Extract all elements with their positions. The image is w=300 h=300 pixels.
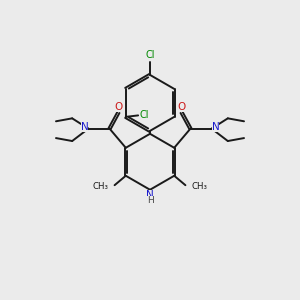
Text: O: O bbox=[178, 103, 186, 112]
Text: N: N bbox=[81, 122, 88, 132]
Text: Cl: Cl bbox=[145, 50, 155, 60]
Text: O: O bbox=[114, 103, 122, 112]
Text: CH₃: CH₃ bbox=[192, 182, 208, 191]
Text: Cl: Cl bbox=[139, 110, 149, 120]
Text: CH₃: CH₃ bbox=[92, 182, 108, 191]
Text: N: N bbox=[212, 122, 219, 132]
Text: H: H bbox=[147, 196, 153, 206]
Text: N: N bbox=[146, 190, 154, 200]
